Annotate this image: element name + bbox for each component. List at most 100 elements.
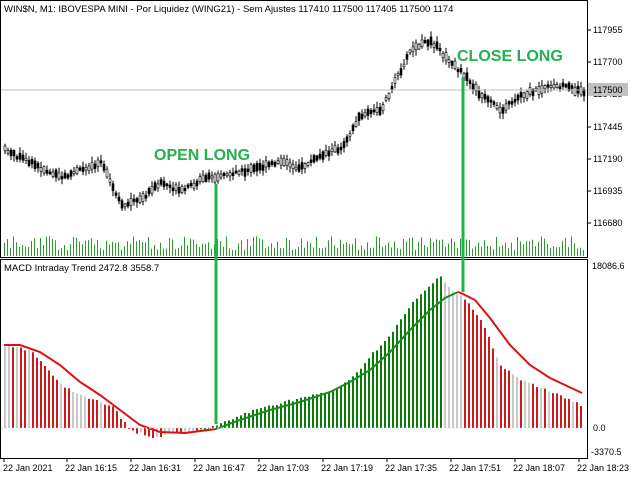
- candle-body: [93, 163, 97, 169]
- histogram-bar: [140, 428, 142, 433]
- histogram-bar: [200, 428, 202, 430]
- price-axis: 117955 117700 117445 117190 116935 11668…: [588, 25, 622, 228]
- time-tick: 22 Jan 16:31: [129, 463, 181, 473]
- volume-bar: [166, 248, 167, 256]
- candle-body: [480, 93, 484, 99]
- volume-bar: [226, 236, 227, 256]
- indicator-panel[interactable]: [0, 259, 588, 459]
- candle-body: [66, 174, 70, 179]
- volume-bar: [256, 236, 257, 256]
- histogram-bar: [496, 357, 498, 428]
- volume-bar: [328, 240, 329, 256]
- volume-bar: [229, 248, 230, 256]
- candle-body: [63, 172, 67, 179]
- volume-bar: [523, 244, 524, 256]
- volume-bar: [193, 239, 194, 256]
- volume-bar: [331, 236, 332, 256]
- candle-body: [249, 164, 253, 173]
- histogram-bar: [552, 393, 554, 428]
- candle-body: [546, 84, 550, 88]
- candle-body: [309, 159, 313, 163]
- volume-bar: [175, 249, 176, 256]
- volume-bar: [364, 249, 365, 256]
- volume-bar: [508, 248, 509, 256]
- histogram-bar: [76, 393, 78, 428]
- candle-body: [12, 150, 16, 157]
- candle-body: [477, 90, 481, 99]
- histogram-bar: [464, 299, 466, 428]
- candle-body: [42, 166, 46, 174]
- histogram-bar: [460, 295, 462, 428]
- candle-body: [219, 173, 223, 178]
- histogram-bar: [152, 428, 154, 439]
- candle-body: [168, 184, 172, 188]
- histogram-bar: [104, 404, 106, 428]
- candle-body: [162, 180, 166, 187]
- candle-body: [9, 149, 13, 157]
- histogram-bar: [212, 426, 214, 428]
- histogram-bar: [8, 345, 10, 428]
- candle-body: [258, 163, 262, 171]
- candle-body: [441, 52, 445, 58]
- candle-body: [453, 60, 457, 69]
- candle-body: [18, 152, 22, 160]
- candle-body: [129, 198, 133, 206]
- histogram-bar: [100, 402, 102, 428]
- time-tick: 22 Jan 16:15: [65, 463, 117, 473]
- time-tick: 22 Jan 16:47: [193, 463, 245, 473]
- histogram-bar: [560, 395, 562, 428]
- histogram-bar: [144, 428, 146, 436]
- candle-body: [540, 85, 544, 94]
- candle-body: [378, 107, 382, 116]
- candle-body: [315, 155, 319, 161]
- volume-bar: [283, 248, 284, 256]
- volume-bar: [505, 242, 506, 256]
- histogram-bar: [28, 350, 30, 428]
- candle-body: [228, 172, 232, 177]
- candle-body: [474, 84, 478, 92]
- histogram-bar: [328, 392, 330, 428]
- volume-bar: [259, 238, 260, 256]
- volume-bar: [91, 238, 92, 256]
- volume-bar: [115, 242, 116, 256]
- histogram-bar: [576, 402, 578, 428]
- volume-bar: [460, 238, 461, 256]
- volume-bar: [235, 249, 236, 256]
- price-tick: 116935: [593, 186, 622, 196]
- volume-bar: [565, 237, 566, 256]
- candle-body: [522, 92, 526, 99]
- candle-body: [123, 203, 127, 208]
- volume-bar: [157, 249, 158, 256]
- candle-body: [573, 87, 577, 96]
- candle-body: [549, 85, 553, 88]
- candle-body: [465, 72, 469, 81]
- candle-body: [117, 196, 121, 202]
- volume-bar: [457, 247, 458, 256]
- histogram-bar: [312, 394, 314, 428]
- candle-body: [354, 121, 358, 127]
- histogram-bar: [188, 428, 190, 432]
- candle-body: [3, 145, 7, 152]
- candle-body: [360, 113, 364, 120]
- volume-bar: [322, 248, 323, 256]
- histogram-bar: [456, 294, 458, 428]
- volume-bar: [577, 248, 578, 256]
- candle-body: [33, 160, 37, 169]
- candle-body: [456, 69, 460, 73]
- histogram-bar: [528, 382, 530, 428]
- volume-bar: [472, 248, 473, 256]
- candlestick-series: [3, 31, 586, 211]
- volume-bar: [286, 237, 287, 256]
- candle-body: [174, 184, 178, 191]
- volume-bar: [145, 242, 146, 256]
- volume-bar: [301, 238, 302, 256]
- candle-body: [6, 150, 10, 154]
- histogram-bar: [564, 398, 566, 428]
- volume-bar: [16, 242, 17, 256]
- price-chart-panel[interactable]: [0, 0, 588, 258]
- candle-body: [492, 101, 496, 105]
- candle-body: [426, 39, 430, 47]
- volume-bar: [580, 247, 581, 256]
- candle-body: [273, 161, 277, 167]
- volume-bar: [337, 247, 338, 256]
